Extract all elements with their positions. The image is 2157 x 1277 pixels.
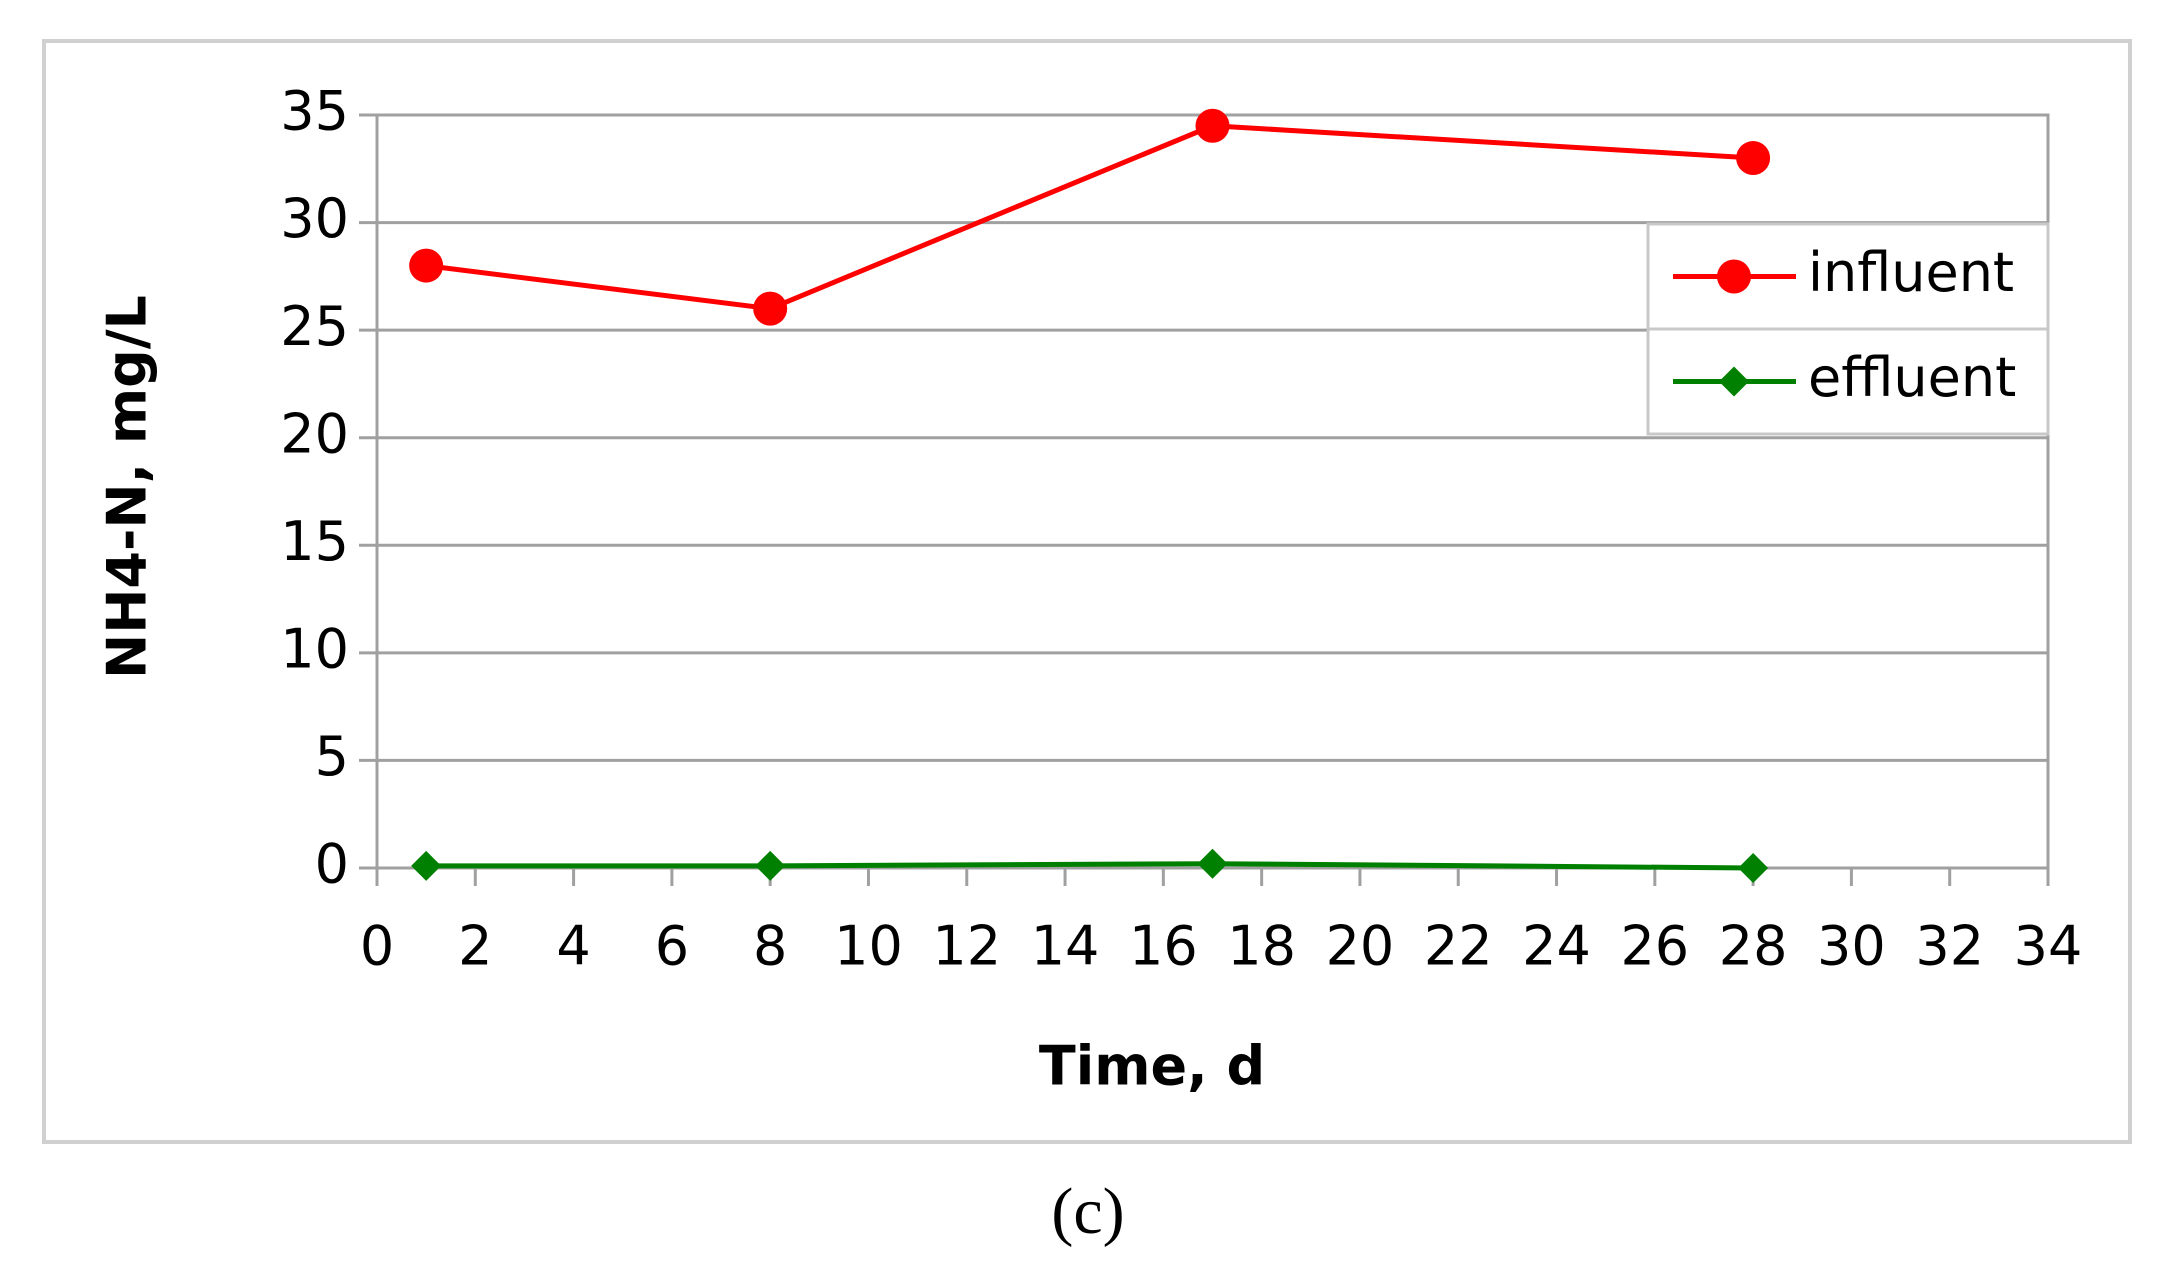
data-point — [409, 248, 444, 283]
data-point — [755, 850, 786, 881]
x-tick-label: 16 — [1129, 915, 1198, 978]
y-tick-label: 30 — [280, 187, 349, 250]
data-point — [411, 850, 442, 881]
legend-label: influent — [1808, 241, 2014, 304]
x-tick-label: 28 — [1719, 915, 1788, 978]
x-tick-label: 24 — [1522, 915, 1591, 978]
x-tick-label: 12 — [932, 915, 1001, 978]
y-tick-label: 15 — [280, 510, 349, 573]
data-point — [1738, 853, 1769, 883]
y-tick-label: 20 — [280, 402, 349, 465]
legend-label: effluent — [1808, 346, 2016, 409]
x-tick-label: 0 — [360, 915, 394, 978]
x-tick-label: 10 — [834, 915, 903, 978]
x-tick-label: 30 — [1817, 915, 1886, 978]
x-tick-label: 34 — [2014, 915, 2083, 978]
series-line — [425, 123, 1754, 312]
x-tick-label: 22 — [1424, 915, 1493, 978]
data-point — [1736, 141, 1771, 176]
y-axis-title: NH4-N, mg/L — [96, 295, 159, 679]
data-point — [753, 291, 788, 326]
series-line — [426, 861, 1754, 871]
x-tick-label: 6 — [655, 915, 689, 978]
y-tick-label: 35 — [280, 80, 349, 143]
legend-marker — [1719, 366, 1749, 397]
y-tick-label: 25 — [280, 295, 349, 358]
y-tick-label: 10 — [280, 617, 349, 680]
y-tick-label: 0 — [315, 833, 349, 896]
x-tick-label: 26 — [1620, 915, 1689, 978]
x-tick-label: 14 — [1031, 915, 1100, 978]
x-tick-label: 32 — [1915, 915, 1984, 978]
x-axis-title: Time, d — [1039, 1035, 1265, 1098]
x-tick-label: 18 — [1227, 915, 1296, 978]
x-tick-label: 8 — [753, 915, 787, 978]
x-tick-label: 20 — [1326, 915, 1395, 978]
x-tick-label: 2 — [458, 915, 492, 978]
data-point — [1197, 848, 1228, 879]
x-tick-label: 4 — [556, 915, 590, 978]
caption: (c) — [1051, 1175, 1124, 1248]
data-point — [1195, 108, 1230, 143]
y-tick-label: 5 — [315, 725, 349, 788]
legend-marker — [1717, 259, 1751, 294]
